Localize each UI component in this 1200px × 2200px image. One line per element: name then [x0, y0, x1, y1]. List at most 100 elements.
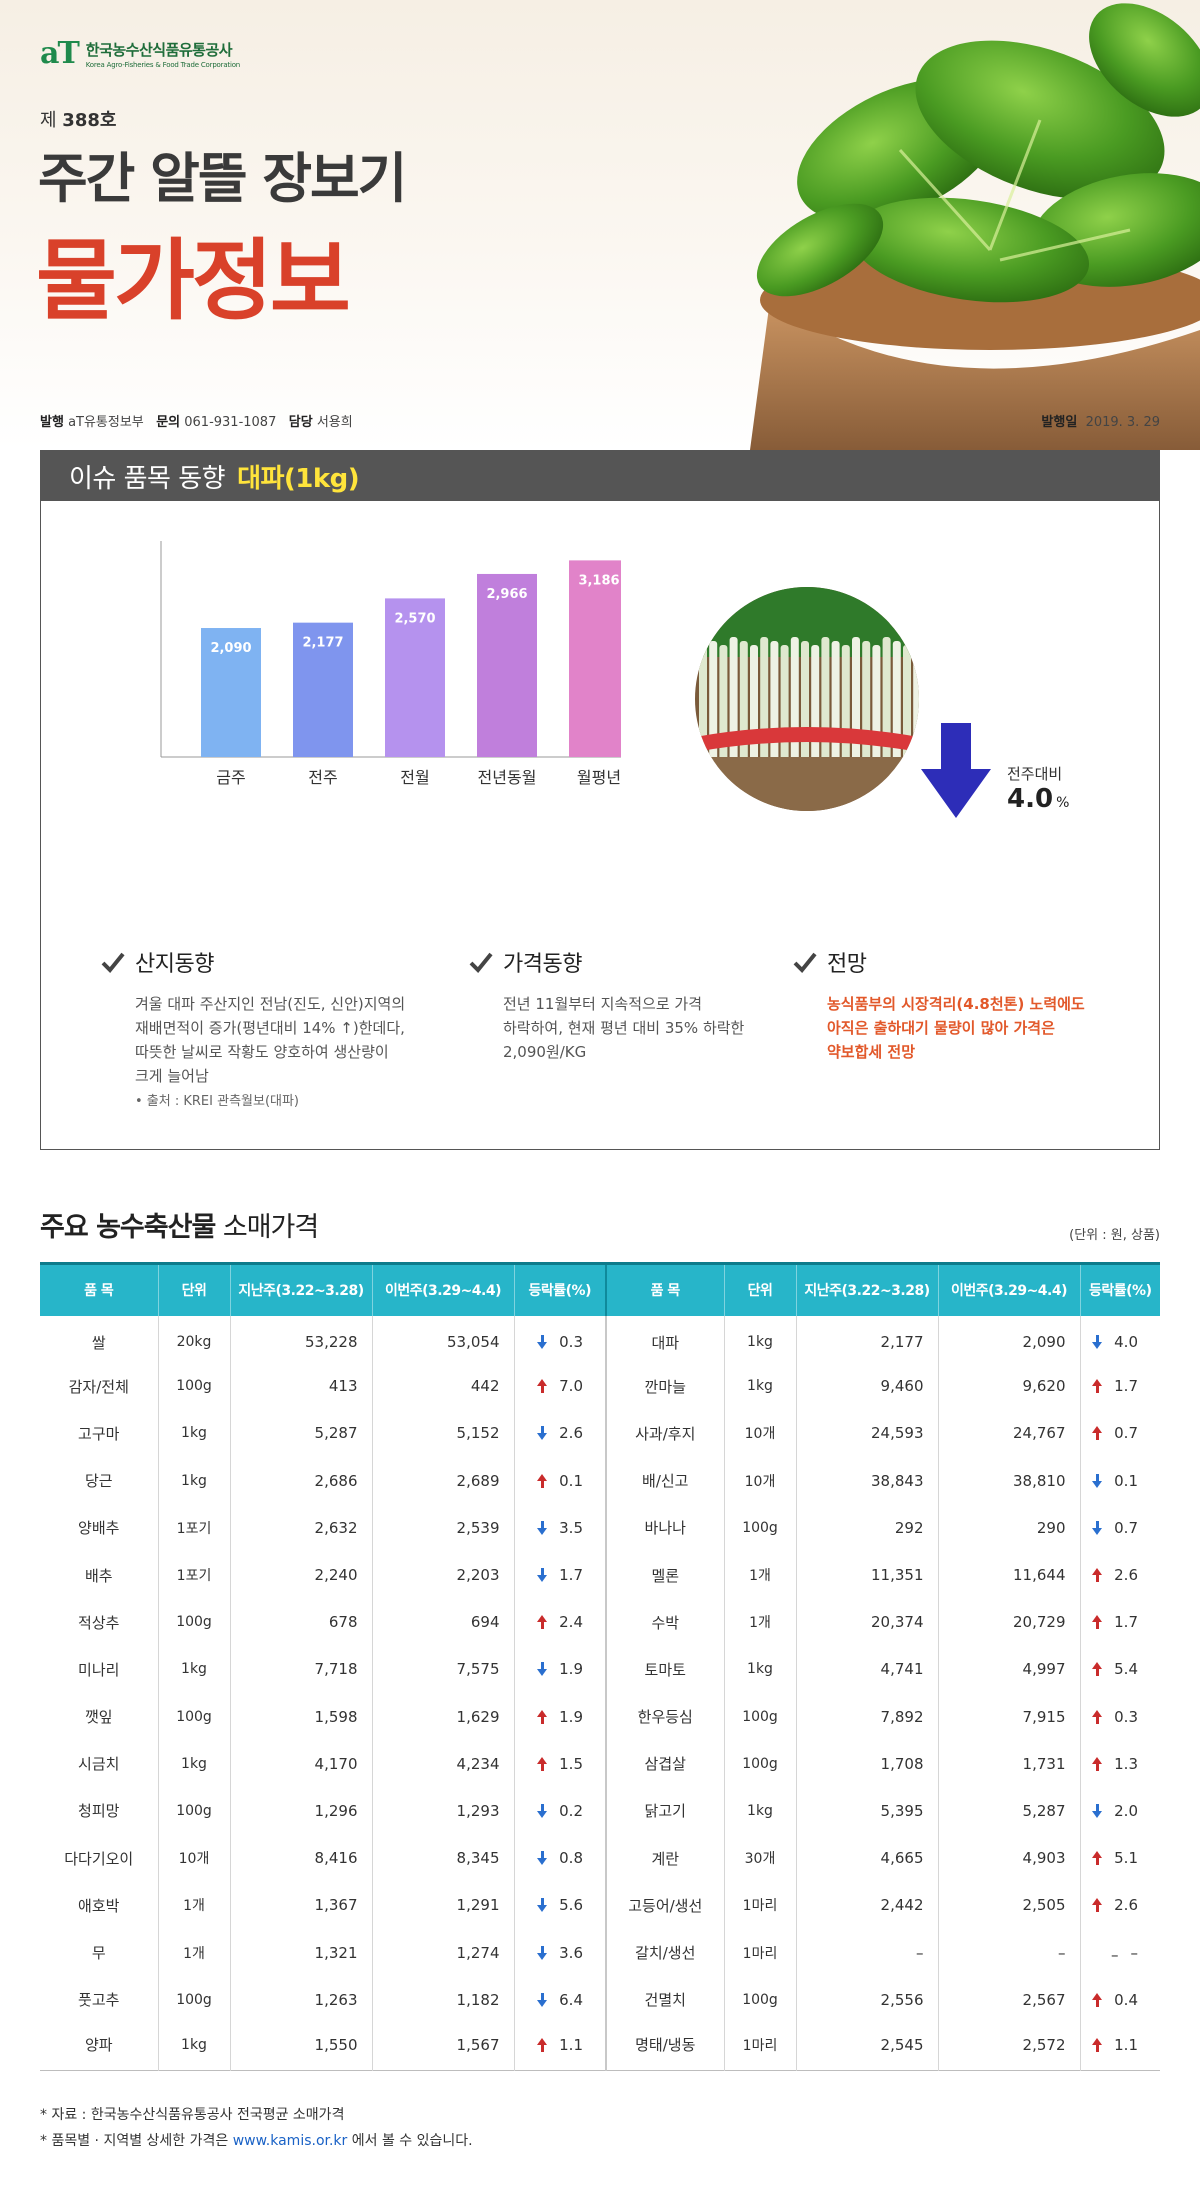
down-arrow-icon — [537, 1426, 548, 1441]
item-name-cell: 감자/전체 — [68, 1377, 129, 1396]
unit-cell: 100g — [157, 1787, 230, 1835]
up-arrow-icon — [1092, 1615, 1103, 1630]
change-rate-cell: 0.2 — [513, 1787, 606, 1835]
item-name-cell: 배/신고 — [605, 1457, 724, 1505]
title-line2: 물가정보 — [36, 229, 351, 332]
week-over-week-change: 전주대비 4.0% — [1007, 763, 1069, 814]
item-name-cell: 적상추 — [78, 1613, 120, 1632]
last-week-price-cell: 7,892 — [795, 1693, 938, 1741]
kamis-link[interactable]: www.kamis.or.kr — [232, 2133, 348, 2149]
logo-english: Korea Agro-Fisheries & Food Trade Corpor… — [85, 60, 241, 69]
chart-bar — [293, 622, 353, 757]
last-week-price-cell: 2,556 — [795, 1976, 938, 2024]
item-name-cell: 고등어/생선 — [605, 1881, 724, 1929]
this-week-price-cell: 7,575 — [371, 1645, 514, 1693]
last-week-price-cell: 2,632 — [229, 1504, 372, 1552]
this-week-price-cell: 1,731 — [937, 1740, 1080, 1788]
down-arrow-icon — [921, 723, 991, 818]
this-week-price-cell: 2,689 — [371, 1457, 514, 1505]
item-name-cell: 미나리 — [78, 1660, 120, 1679]
dash-icon — [1105, 1946, 1119, 1960]
last-week-price-cell: 292 — [795, 1504, 938, 1552]
change-rate-cell: 2.6 — [1079, 1881, 1160, 1929]
wow-value: 4.0 — [1007, 784, 1054, 814]
outlook-title: 전망 — [827, 952, 867, 977]
change-rate-cell: 1.7 — [513, 1551, 606, 1599]
change-rate-cell: 5.1 — [1079, 1834, 1160, 1882]
item-name-cell: 애호박 — [78, 1896, 120, 1915]
origin-trend-line: 따뜻한 날씨로 작황도 양호하여 생산량이 — [135, 1043, 389, 1061]
unit-cell: 1kg — [157, 1409, 230, 1458]
change-rate-cell: 3.6 — [513, 1928, 606, 1977]
item-name-cell: 배추 — [84, 1566, 113, 1585]
this-week-price-cell: 7,915 — [937, 1693, 1080, 1741]
this-week-price-cell: 24,767 — [937, 1409, 1080, 1458]
last-week-price-cell: – — [795, 1928, 938, 1977]
unit-cell: 1마리 — [723, 1881, 796, 1929]
column-header: 이번주(3.29~4.4) — [937, 1263, 1080, 1316]
issue-item-section: 이슈 품목 동향 대파(1kg) 2,090 금주 2,177 전주 2,570 전월 2,… — [40, 450, 1160, 1150]
last-week-price-cell: 9,460 — [795, 1362, 938, 1410]
change-rate-cell: 1.7 — [1079, 1362, 1160, 1410]
down-arrow-icon — [537, 1803, 548, 1818]
wow-label: 전주대비 — [1007, 765, 1063, 783]
chart-bar — [201, 628, 261, 757]
unit-cell: 1kg — [157, 1645, 230, 1693]
up-arrow-icon — [1092, 1709, 1103, 1724]
outlook-line: 약보합세 전망 — [827, 1043, 916, 1061]
last-week-price-cell: 2,177 — [795, 1315, 938, 1363]
table-row: 양파 1kg 1,550 1,567 1.1 명태/냉동 1마리 2,545 2,572 1.1 — [40, 2023, 1160, 2071]
unit-cell: 100g — [157, 1976, 230, 2024]
change-rate-cell: 2.4 — [513, 1598, 606, 1646]
last-week-price-cell: 7,718 — [229, 1645, 372, 1693]
header-banner: aT 한국농수산식품유통공사 Korea Agro-Fisheries & Fo… — [0, 0, 1200, 450]
this-week-price-cell: 4,997 — [937, 1645, 1080, 1693]
this-week-price-cell: 1,629 — [371, 1693, 514, 1741]
down-arrow-icon — [537, 1992, 548, 2007]
footer-note-link: * 품목별 · 지역별 상세한 가격은 www.kamis.or.kr 에서 볼… — [40, 2133, 473, 2149]
change-rate-cell: 1.1 — [1079, 2023, 1160, 2071]
price-trend: 가격동향 전년 11월부터 지속적으로 가격 하락하여, 현재 평년 대비 35… — [469, 946, 744, 1064]
last-week-price-cell: 2,545 — [795, 2023, 938, 2071]
item-name-cell: 멜론 — [605, 1551, 724, 1599]
outlook: 전망 농식품부의 시장격리(4.8천톤) 노력에도 아직은 출하대기 물량이 많… — [793, 946, 1085, 1064]
item-name-cell: 당근 — [84, 1472, 113, 1491]
publisher-info: 발행 aT유통정보부 문의 061-931-1087 담당 서용희 — [40, 415, 353, 430]
unit-cell: 10개 — [723, 1409, 796, 1458]
this-week-price-cell: 2,203 — [371, 1551, 514, 1599]
this-week-price-cell: 5,152 — [371, 1409, 514, 1458]
unit-cell: 1개 — [157, 1928, 230, 1977]
change-rate-cell: 3.5 — [513, 1504, 606, 1552]
item-name-cell: 대파 — [605, 1315, 724, 1363]
column-header: 지난주(3.22~3.28) — [795, 1263, 938, 1316]
item-name-cell: 한우등심 — [605, 1693, 724, 1741]
this-week-price-cell: 2,505 — [937, 1881, 1080, 1929]
down-arrow-icon — [1092, 1473, 1103, 1488]
change-rate-cell: 2.6 — [1079, 1551, 1160, 1599]
this-week-price-cell: 53,054 — [371, 1315, 514, 1363]
last-week-price-cell: 1,296 — [229, 1787, 372, 1835]
last-week-price-cell: 1,367 — [229, 1881, 372, 1929]
chart-category-label: 전년동월 — [478, 768, 537, 787]
column-header: 지난주(3.22~3.28) — [229, 1263, 372, 1316]
unit-cell: 1kg — [157, 1740, 230, 1788]
this-week-price-cell: 1,182 — [371, 1976, 514, 2024]
chart-value-label: 2,177 — [302, 636, 343, 651]
last-week-price-cell: 413 — [229, 1362, 372, 1410]
down-arrow-icon — [1092, 1335, 1103, 1350]
unit-cell: 1개 — [723, 1551, 796, 1599]
chart-bar — [569, 560, 621, 757]
change-rate-cell: 5.6 — [513, 1881, 606, 1929]
unit-cell: 100g — [723, 1504, 796, 1552]
item-name-cell: 닭고기 — [605, 1787, 724, 1835]
price-trend-line: 2,090원/KG — [503, 1043, 587, 1061]
up-arrow-icon — [1092, 1756, 1103, 1771]
table-row: 다다기오이 10개 8,416 8,345 0.8 계란 30개 4,665 4,903 5.1 — [40, 1834, 1160, 1882]
check-icon — [469, 952, 493, 973]
last-week-price-cell: 8,416 — [229, 1834, 372, 1882]
change-rate-cell: 1.3 — [1079, 1740, 1160, 1788]
last-week-price-cell: 2,686 — [229, 1457, 372, 1505]
change-rate-cell: 0.3 — [513, 1315, 606, 1363]
down-arrow-icon — [537, 1568, 548, 1583]
unit-cell: 1포기 — [157, 1551, 230, 1599]
